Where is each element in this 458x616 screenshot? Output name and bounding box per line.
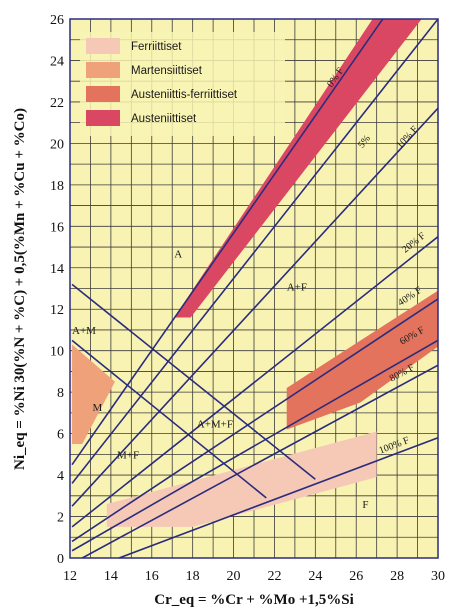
legend-entry-label: Austeniittiset — [131, 113, 197, 125]
legend-entry-label: Martensiittiset — [131, 65, 203, 77]
y-tick-label: 26 — [50, 13, 64, 28]
legend: Ferriittiset Martensiittiset Austeniittis-… — [80, 32, 285, 136]
y-tick-label: 18 — [50, 179, 64, 194]
x-tick-label: 14 — [104, 569, 118, 584]
ferrite-line — [71, 298, 438, 543]
plot-frame — [69, 18, 439, 559]
region-austeniittiset — [174, 19, 422, 318]
region-labels: A A+F A+M M A+M+F M+F F — [72, 248, 368, 511]
y-tick-label: 20 — [50, 137, 64, 152]
y-tick-label: 6 — [57, 428, 64, 443]
region-austeniittis-ferriittiset — [286, 290, 438, 430]
region-label: A+M — [72, 325, 96, 337]
y-tick-label: 16 — [50, 220, 64, 235]
x-axis-title: Cr_eq = %Cr + %Mo +1,5%Si — [154, 592, 354, 608]
ferrite-line — [71, 19, 384, 466]
y-tick-label: 22 — [50, 96, 64, 111]
x-tick-label: 16 — [145, 569, 159, 584]
x-tick-label: 20 — [227, 569, 241, 584]
ferrite-lines — [71, 19, 438, 558]
ferrite-line — [118, 437, 438, 558]
region-label: A+M+F — [197, 418, 233, 430]
y-tick-label: 0 — [57, 552, 64, 567]
x-tick-label: 26 — [349, 569, 363, 584]
region-martensiittiset — [72, 344, 115, 444]
ferrite-line — [71, 236, 438, 528]
legend-swatch — [86, 62, 120, 78]
x-tick-labels: 12 14 16 18 20 22 24 26 28 30 — [63, 569, 445, 584]
legend-entry-label: Austeniittis-ferriittiset — [131, 89, 238, 101]
y-tick-label: 4 — [57, 469, 64, 484]
y-tick-label: 2 — [57, 511, 64, 526]
region-ferriittiset — [106, 431, 377, 527]
ferrite-line — [71, 339, 438, 552]
y-tick-label: 8 — [57, 386, 64, 401]
ferrite-line — [71, 107, 438, 507]
y-tick-label: 14 — [50, 262, 64, 277]
y-tick-label: 12 — [50, 303, 64, 318]
region-label: F — [362, 499, 368, 511]
x-tick-label: 28 — [390, 569, 404, 584]
x-tick-label: 12 — [63, 569, 77, 584]
region-label: A — [174, 248, 182, 260]
legend-swatch — [86, 86, 120, 102]
ferrite-line — [81, 364, 438, 558]
region-label: M — [92, 402, 102, 414]
legend-swatch — [86, 110, 120, 126]
x-tick-label: 24 — [308, 569, 322, 584]
ferrite-line — [71, 19, 438, 484]
x-tick-label: 30 — [431, 569, 445, 584]
boundary-lines — [71, 283, 316, 499]
x-tick-label: 18 — [186, 569, 200, 584]
x-tick-label: 22 — [267, 569, 281, 584]
legend-entry-label: Ferriittiset — [131, 41, 182, 53]
region-label: M+F — [117, 449, 139, 461]
phase-regions — [72, 19, 438, 527]
y-tick-label: 24 — [50, 54, 64, 69]
boundary-line — [71, 283, 316, 480]
y-tick-label: 10 — [50, 345, 64, 360]
legend-swatch — [86, 38, 120, 54]
boundary-line — [71, 339, 267, 499]
y-axis-title: Ni_eq = %Ni 30(%N + %C) + 0,5(%Mn + %Cu … — [12, 108, 28, 470]
region-label: A+F — [287, 282, 307, 294]
